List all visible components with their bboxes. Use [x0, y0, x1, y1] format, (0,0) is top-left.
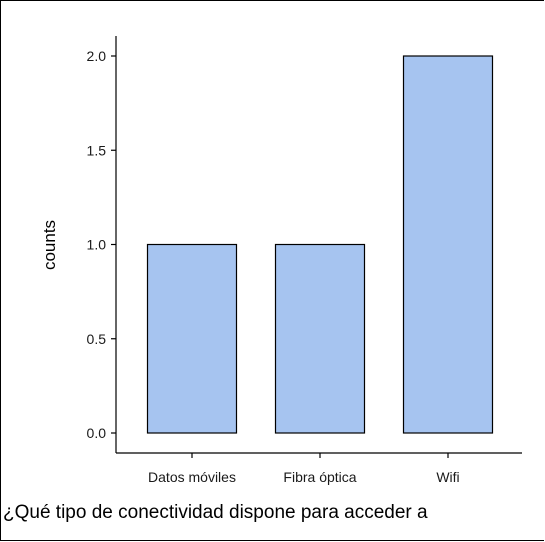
- x-tick-label: Fibra óptica: [283, 469, 356, 485]
- y-tick-label: 2.0: [87, 48, 107, 64]
- bar-2: [274, 243, 366, 434]
- bar-3: [402, 55, 494, 434]
- x-axis-title: ¿Qué tipo de conectividad dispone para a…: [3, 502, 428, 523]
- x-tick-label: Datos móviles: [148, 469, 236, 485]
- x-tick-label: Wifi: [436, 469, 459, 485]
- y-tick-label: 0.0: [87, 425, 107, 441]
- y-tick-label: 0.5: [87, 331, 107, 347]
- y-axis-title: counts: [40, 220, 59, 270]
- y-tick-label: 1.5: [87, 142, 107, 158]
- bar-1: [146, 243, 238, 434]
- y-tick-label: 1.0: [87, 237, 107, 253]
